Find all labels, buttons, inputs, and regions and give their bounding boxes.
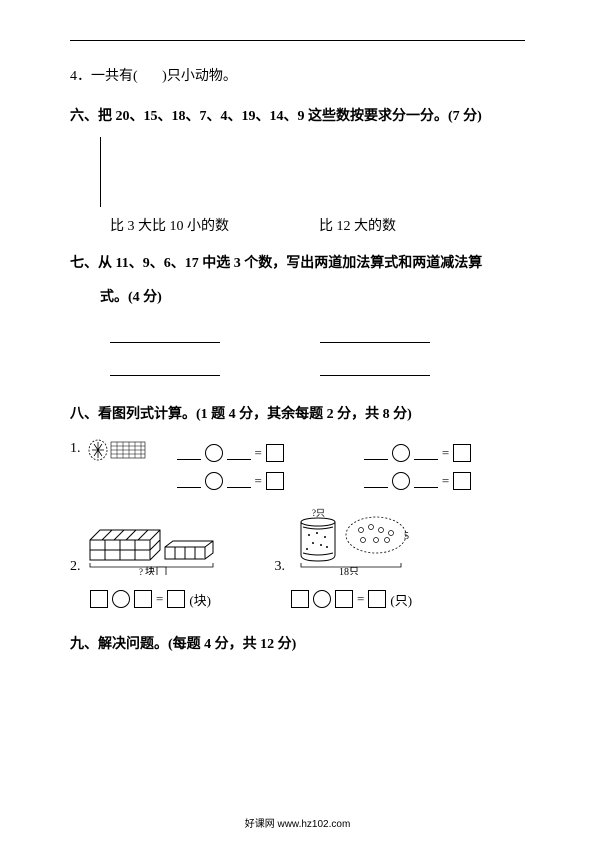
s8-q2-image: ? 块 [85, 505, 225, 575]
svg-text:?只: ?只 [312, 508, 325, 518]
s6-left-label: 比 3 大比 10 小的数 [110, 215, 229, 235]
blank [320, 328, 430, 343]
s6-divider [100, 137, 525, 207]
equation: = [364, 444, 471, 462]
equation: = [177, 444, 284, 462]
svg-text:块: 块 [145, 566, 155, 575]
s8-q2-label: 2. [70, 559, 81, 575]
s6-title: 六、把 20、15、18、7、4、19、14、9 这些数按要求分一分。(7 分) [70, 106, 525, 128]
s7-blanks-2 [110, 361, 525, 376]
q4-line: 4．一共有( )只小动物。 [70, 66, 525, 88]
s8-q2-unit: (块) [189, 590, 211, 609]
s8-q3-unit: (只) [390, 590, 412, 609]
s7-blanks-1 [110, 328, 525, 343]
blank [110, 361, 220, 376]
footer-text: 好课网 www.hz102.com [0, 815, 595, 830]
q4-prefix: 4．一共有( [70, 69, 138, 84]
top-rule [70, 40, 525, 41]
s7-line2: 式。(4 分) [100, 287, 525, 309]
equation: = [364, 472, 471, 490]
s8-q1-image [87, 436, 147, 462]
svg-text:5: 5 [404, 531, 409, 542]
s8-q3-image: ?只 5 18只 [291, 505, 421, 575]
s8-q3-img-label: 18只 [339, 567, 359, 575]
s9-title: 九、解决问题。(每题 4 分，共 12 分) [70, 634, 525, 656]
s6-right-label: 比 12 大的数 [319, 215, 396, 235]
s8-q2-img-label: ? [139, 567, 143, 575]
blank [110, 328, 220, 343]
s7-line1: 七、从 11、9、6、17 中选 3 个数，写出两道加法算式和两道减法算 [70, 253, 525, 275]
s8-q1-label: 1. [70, 441, 81, 457]
q4-suffix: )只小动物。 [162, 69, 237, 84]
q4-blank [141, 69, 159, 84]
equation-q2: = (块) [90, 590, 211, 609]
equation-q3: = (只) [291, 590, 412, 609]
s8-q3-label: 3. [275, 559, 286, 575]
equation: = [177, 472, 284, 490]
blank [320, 361, 430, 376]
s8-title: 八、看图列式计算。(1 题 4 分，其余每题 2 分，共 8 分) [70, 404, 525, 426]
